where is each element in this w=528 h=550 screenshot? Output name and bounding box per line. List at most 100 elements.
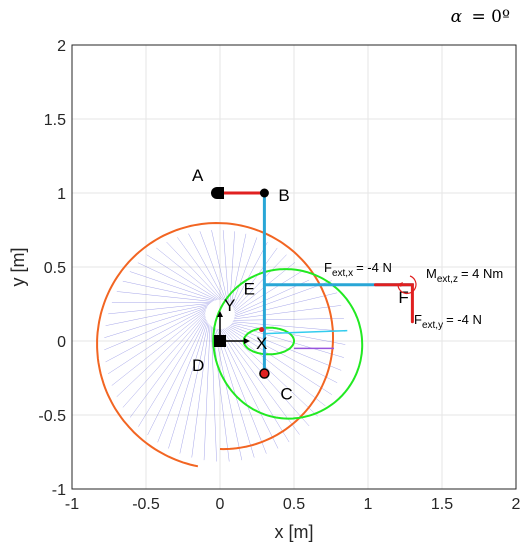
fy-sub: ext,y [422,320,443,331]
annotation-fx: Fext,x = -4 N [324,260,392,279]
point-label-c: C [280,385,292,404]
moment-arrow-icon [397,275,417,295]
fan-line [168,321,208,449]
orange-curve [96,221,334,468]
annotation-mz: Mext,z = 4 Nm [426,266,503,285]
fan-line [218,328,279,449]
fan-line [138,317,206,427]
fx-main: F [324,260,332,275]
y-tick-labels: -1 -0.5 0 0.5 1 1.5 2 [38,38,66,499]
fan-line [122,314,206,408]
fan-line [233,254,287,310]
title-value: = 0º [472,7,510,27]
fan-line [129,271,216,301]
fan-line [191,324,210,458]
plot-frame [71,44,517,490]
blue-fan-lines [104,230,346,462]
fan-line [221,328,300,435]
y-tick-label: 2 [57,38,66,55]
fy-main: F [414,312,422,327]
fan-line [212,327,230,462]
fan-line [156,247,221,300]
x-tick-label: -0.5 [132,496,160,513]
fan-line [211,230,228,302]
frame-label-y: Y [224,296,235,315]
fan-line [107,309,207,375]
link-F-red [373,283,414,324]
fan-line [229,231,235,304]
y-tick-label: 0.5 [44,260,66,277]
fan-line [233,318,344,321]
x-tick-label: 1.5 [431,496,453,513]
title-symbol: α [451,7,463,27]
fan-line [157,320,207,443]
y-tick-label: 0 [57,334,66,351]
fan-line [234,280,332,317]
y-tick-label: -0.5 [38,408,66,425]
fan-line [122,280,215,302]
fan-line [146,254,219,300]
point-label-f: F [398,288,408,307]
fan-line [215,328,255,458]
mz-sub: ext,z [437,274,458,285]
fan-line [199,231,227,301]
fan-line [111,311,206,386]
fan-line [129,315,206,418]
fan-line [233,247,278,309]
joint-b [259,188,269,198]
fan-line [234,270,303,313]
markers [211,187,270,379]
fan-line [105,304,210,326]
x-tick-label: 1 [364,496,373,513]
fan-line [211,326,217,462]
fan-line [147,318,207,436]
x-tick-label: 0.5 [283,496,305,513]
x-tick-label: 0 [216,496,225,513]
fan-line [231,237,258,306]
links [218,191,414,376]
x-tick-label: -1 [65,496,79,513]
point-label-a: A [192,166,204,185]
fan-line [105,308,207,363]
fan-line [177,237,224,301]
point-label-d: D [192,356,204,375]
point-labels: A B C D E F X Y [192,166,409,404]
fx-sub: ext,x [332,268,353,279]
y-tick-label: -1 [52,482,66,499]
frame-label-x: X [256,334,267,353]
y-tick-label: 1 [57,186,66,203]
fan-line [234,305,342,320]
green-outer-loop [212,268,364,420]
fan-line [104,305,209,338]
fan-line [188,233,225,301]
fan-line [230,324,344,358]
fan-line [224,328,318,417]
chart-title: α = 0º [451,7,510,27]
y-tick-label: 1.5 [44,112,66,129]
fan-line [222,230,229,303]
mz-main: M [426,266,437,281]
fan-line [108,303,211,315]
x-tick-label: 2 [512,496,521,513]
x-axis-label: x [m] [275,522,314,542]
fan-line [166,241,222,300]
moment-arrowhead-icon [398,282,403,287]
point-e-dot [259,327,265,333]
fy-value: = -4 N [446,312,482,327]
fan-line [216,328,267,454]
fan-line [230,233,247,305]
fan-line [137,262,218,301]
fan-line [116,291,213,302]
fan-line [203,325,211,461]
fan-line [234,292,338,318]
point-label-b: B [278,186,289,205]
y-axis-label: y [m] [8,248,28,287]
mz-value: = 4 Nm [461,266,503,281]
x-tick-labels: -1 -0.5 0 0.5 1 1.5 2 [65,496,521,513]
cyan-segment [264,329,348,335]
fan-line [219,329,290,443]
frame-x-arrow-icon [244,338,250,344]
fan-line [232,242,268,308]
fan-line [213,327,243,461]
